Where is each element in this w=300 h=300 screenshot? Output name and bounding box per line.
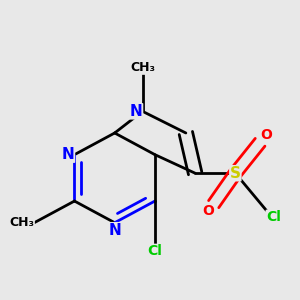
Text: N: N <box>130 104 142 119</box>
Text: CH₃: CH₃ <box>130 61 155 74</box>
Text: S: S <box>230 166 241 181</box>
Text: N: N <box>62 147 74 162</box>
Text: Cl: Cl <box>148 244 162 258</box>
Text: O: O <box>202 204 214 218</box>
Text: O: O <box>260 128 272 142</box>
Text: N: N <box>108 223 121 238</box>
Text: Cl: Cl <box>266 210 281 224</box>
Text: CH₃: CH₃ <box>9 216 34 229</box>
